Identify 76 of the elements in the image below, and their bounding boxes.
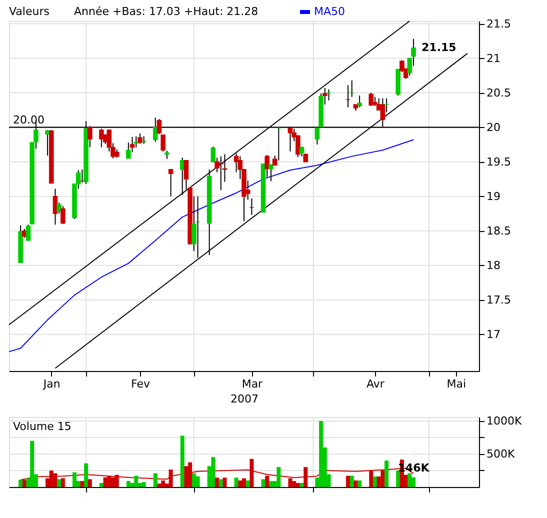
bar: [319, 420, 324, 487]
y-tick-label: 21.5: [486, 17, 511, 30]
bar: [242, 478, 246, 487]
bar: [292, 481, 296, 487]
bar: [268, 481, 273, 487]
y-tick-label: 21: [486, 52, 500, 65]
x-tick-label: Avr: [366, 378, 385, 390]
bar: [196, 476, 200, 487]
bar: [153, 473, 158, 487]
x-tick-label: Mar: [242, 378, 264, 390]
bar: [350, 476, 354, 487]
bar: [396, 470, 400, 487]
bar: [84, 463, 88, 487]
text: 21.15: [422, 40, 456, 54]
candlestick: [357, 95, 362, 108]
text: Année +Bas: 17.03 +Haut: 21.28: [74, 5, 258, 18]
bar: [408, 473, 412, 487]
bar: [346, 476, 350, 487]
y-tick-label: 18: [486, 258, 500, 272]
bar: [261, 479, 266, 487]
y-tick-label: 17: [486, 328, 500, 341]
bar: [372, 476, 377, 487]
bar: [358, 480, 362, 487]
bar: [354, 480, 358, 487]
bar: [184, 466, 188, 487]
line-series: [8, 139, 414, 352]
x-tick-label: Fev: [130, 378, 150, 390]
chart-title: Volume 15: [13, 420, 72, 433]
bar: [88, 479, 92, 487]
bar: [134, 476, 138, 487]
y-tick-label: 500K: [486, 447, 516, 460]
x-axis-title: 2007: [230, 392, 258, 406]
bar: [72, 472, 76, 487]
bar: [142, 482, 146, 487]
x-tick-label: Jan: [42, 378, 60, 390]
bar: [180, 436, 184, 487]
y-tick-label: 19: [486, 190, 500, 203]
bar: [99, 482, 104, 487]
bar: [384, 460, 389, 487]
bar: [60, 478, 65, 487]
y-tick-label: 19.5: [486, 155, 511, 168]
bar: [80, 481, 84, 487]
legend-title: Valeurs: [9, 5, 50, 18]
candlestick: [218, 156, 224, 191]
bar: [157, 484, 162, 487]
bar: [218, 479, 223, 487]
candlestick: [368, 92, 374, 106]
candlestick: [268, 164, 274, 182]
candlestick: [138, 133, 142, 144]
bar: [30, 440, 34, 487]
y-tick-label: 17.5: [486, 293, 511, 306]
candlestick: [60, 206, 66, 224]
bar: [276, 467, 281, 487]
bar: [222, 478, 227, 487]
bar: [192, 473, 196, 487]
bar: [412, 477, 416, 487]
bar: [126, 481, 130, 487]
ref-line-label: 20.00: [13, 113, 44, 126]
bar: [211, 457, 216, 487]
bar: [238, 480, 242, 487]
bar: [234, 478, 238, 487]
candlestick: [134, 136, 139, 148]
y-tick-label: 18.5: [486, 224, 511, 238]
bar: [296, 482, 300, 487]
candlestick: [264, 154, 270, 178]
candlestick: [168, 168, 174, 197]
bar: [57, 479, 62, 487]
y-tick-label: 20: [486, 120, 500, 134]
y-tick-label: 20.5: [486, 86, 511, 100]
candlestick: [130, 136, 135, 153]
bar: [215, 478, 220, 487]
legend-label: MA50: [314, 5, 346, 18]
bar: [18, 480, 23, 487]
x-tick-label: Mai: [446, 378, 466, 390]
y-tick-label: 1000K: [486, 414, 522, 428]
candlestick: [299, 146, 304, 157]
